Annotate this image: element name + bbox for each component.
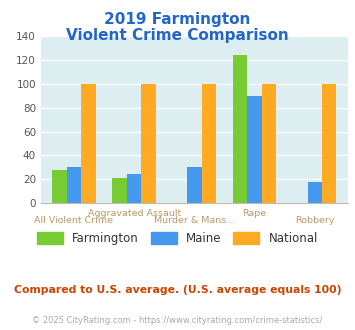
Bar <box>113 178 127 203</box>
Text: 2019 Farmington: 2019 Farmington <box>104 12 251 26</box>
Text: Rape: Rape <box>242 209 267 217</box>
Bar <box>141 84 156 203</box>
Text: Compared to U.S. average. (U.S. average equals 100): Compared to U.S. average. (U.S. average … <box>14 285 341 295</box>
Legend: Farmington, Maine, National: Farmington, Maine, National <box>32 227 323 250</box>
Bar <box>52 170 67 203</box>
Bar <box>81 84 95 203</box>
Text: All Violent Crime: All Violent Crime <box>34 216 114 225</box>
Text: Murder & Mans...: Murder & Mans... <box>154 216 235 225</box>
Bar <box>67 167 81 203</box>
Bar <box>127 174 141 203</box>
Bar <box>233 55 247 203</box>
Bar <box>262 84 276 203</box>
Text: Robbery: Robbery <box>295 216 334 225</box>
Bar <box>322 84 337 203</box>
Bar <box>247 96 262 203</box>
Bar <box>202 84 216 203</box>
Bar <box>187 167 202 203</box>
Text: Violent Crime Comparison: Violent Crime Comparison <box>66 28 289 43</box>
Text: Aggravated Assault: Aggravated Assault <box>88 209 181 217</box>
Bar <box>307 182 322 203</box>
Text: © 2025 CityRating.com - https://www.cityrating.com/crime-statistics/: © 2025 CityRating.com - https://www.city… <box>32 316 323 325</box>
